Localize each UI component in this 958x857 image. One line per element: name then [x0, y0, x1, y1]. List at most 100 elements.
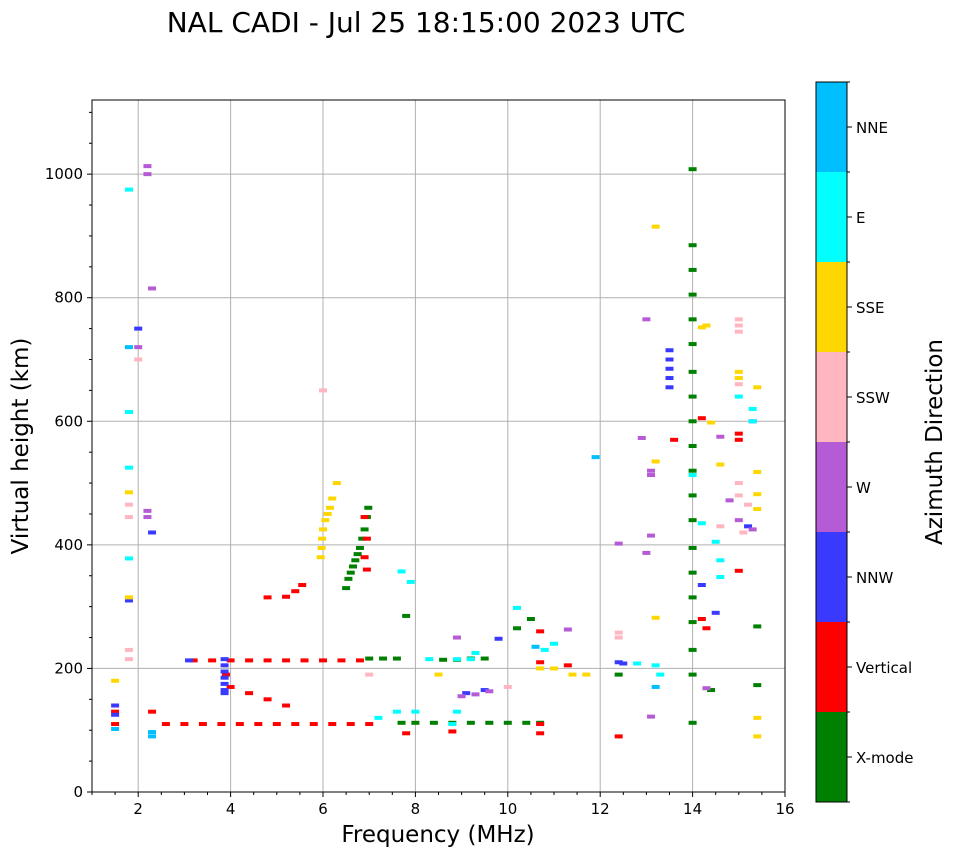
x-tick-label: 8: [411, 800, 421, 818]
data-point: [143, 172, 152, 177]
series-ssw: [124, 317, 753, 689]
data-point: [753, 624, 762, 629]
data-point: [392, 656, 401, 661]
data-point: [480, 688, 489, 693]
data-point: [148, 286, 157, 291]
data-point: [619, 661, 628, 666]
data-point: [716, 462, 725, 467]
data-point: [614, 541, 623, 546]
data-point: [550, 666, 558, 671]
data-point: [402, 731, 411, 736]
data-point: [124, 502, 133, 507]
data-point: [716, 524, 725, 529]
data-point: [328, 722, 337, 727]
data-point: [734, 382, 743, 387]
data-point: [360, 555, 369, 560]
data-point: [319, 388, 327, 393]
data-point: [697, 325, 706, 330]
data-point: [471, 650, 480, 655]
series-sse: [111, 224, 762, 739]
data-point: [406, 579, 415, 584]
data-point: [688, 342, 697, 347]
colorbar-segment: [816, 262, 847, 352]
data-point: [688, 394, 697, 399]
data-point: [647, 714, 656, 719]
data-point: [344, 576, 353, 581]
data-point: [111, 726, 120, 731]
data-point: [702, 626, 711, 631]
data-point: [185, 658, 194, 663]
data-point: [319, 527, 327, 532]
data-point: [143, 508, 152, 513]
data-point: [688, 672, 697, 677]
data-point: [452, 635, 461, 640]
data-point: [665, 376, 674, 381]
data-point: [688, 369, 697, 374]
data-point: [353, 552, 362, 557]
x-tick-label: 6: [318, 800, 328, 818]
data-point: [614, 630, 623, 635]
data-point: [198, 722, 207, 727]
colorbar-tick-label: SSE: [856, 299, 885, 317]
colorbar-segment: [816, 532, 847, 622]
data-point: [582, 672, 591, 677]
data-point: [702, 323, 711, 328]
data-point: [536, 629, 545, 634]
data-point: [744, 524, 753, 529]
colorbar: X-mode Vertical NNW W SSW SSE E NNE: [815, 81, 913, 803]
data-point: [734, 431, 743, 436]
data-point: [614, 635, 623, 640]
data-point: [161, 722, 170, 727]
data-point: [734, 317, 743, 322]
data-point: [124, 490, 133, 495]
data-point: [124, 465, 133, 470]
plot-background: [92, 100, 785, 792]
data-point: [536, 722, 545, 727]
data-point: [739, 530, 748, 535]
data-point: [753, 385, 762, 390]
data-point: [134, 326, 143, 331]
data-point: [753, 715, 762, 720]
data-point: [536, 731, 545, 736]
data-point: [656, 672, 665, 677]
data-point: [134, 345, 143, 350]
data-point: [540, 647, 549, 652]
data-point: [748, 527, 757, 532]
data-point: [220, 691, 229, 696]
data-point: [349, 564, 358, 569]
data-point: [568, 672, 577, 677]
data-point: [452, 709, 461, 714]
data-point: [220, 657, 229, 662]
data-point: [651, 459, 660, 464]
data-point: [360, 515, 369, 520]
data-point: [697, 416, 706, 421]
data-point: [402, 613, 411, 618]
data-point: [734, 376, 743, 381]
data-point: [513, 626, 522, 631]
data-point: [651, 224, 660, 229]
data-point: [124, 657, 133, 662]
data-point: [397, 720, 406, 725]
data-point: [342, 586, 351, 591]
data-point: [148, 734, 157, 739]
colorbar-segment: [816, 82, 847, 172]
data-point: [452, 657, 461, 662]
data-point: [346, 570, 355, 575]
data-point: [263, 595, 272, 600]
data-point: [221, 672, 230, 677]
data-point: [688, 243, 697, 248]
data-point: [503, 720, 512, 725]
data-point: [272, 722, 281, 727]
data-point: [748, 419, 757, 424]
data-point: [591, 455, 600, 460]
data-point: [457, 694, 466, 699]
y-axis-label: Virtual height (km): [8, 338, 34, 555]
data-point: [448, 729, 457, 734]
data-point: [217, 722, 226, 727]
data-point: [220, 669, 229, 674]
data-point: [647, 473, 656, 478]
data-point: [362, 567, 371, 572]
data-point: [716, 574, 725, 579]
data-point: [651, 663, 660, 668]
